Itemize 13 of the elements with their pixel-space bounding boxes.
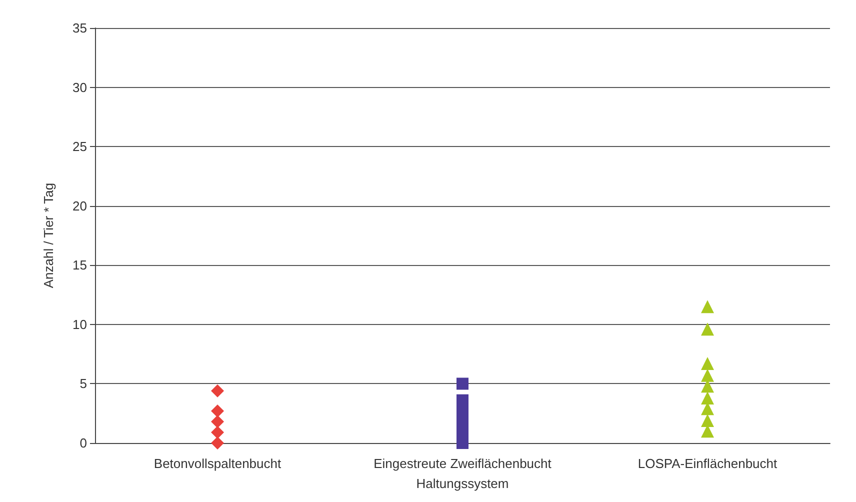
y-axis-title: Anzahl / Tier * Tag — [41, 182, 56, 288]
y-tick-label: 5 — [80, 376, 87, 392]
y-tick-label: 25 — [72, 139, 87, 154]
y-tick-label: 35 — [72, 20, 87, 36]
x-tick-label: LOSPA-Einflächenbucht — [638, 456, 778, 471]
x-tick-label: Betonvollspaltenbucht — [154, 456, 282, 471]
y-tick-label: 15 — [72, 258, 87, 273]
y-tick-label: 30 — [72, 80, 87, 95]
y-tick-label: 10 — [72, 316, 87, 332]
y-tick-label: 20 — [72, 198, 87, 214]
x-axis-title: Haltungssystem — [416, 476, 509, 491]
y-tick-label: 0 — [80, 436, 87, 450]
x-tick-label: Eingestreute Zweiflächenbucht — [374, 456, 552, 471]
